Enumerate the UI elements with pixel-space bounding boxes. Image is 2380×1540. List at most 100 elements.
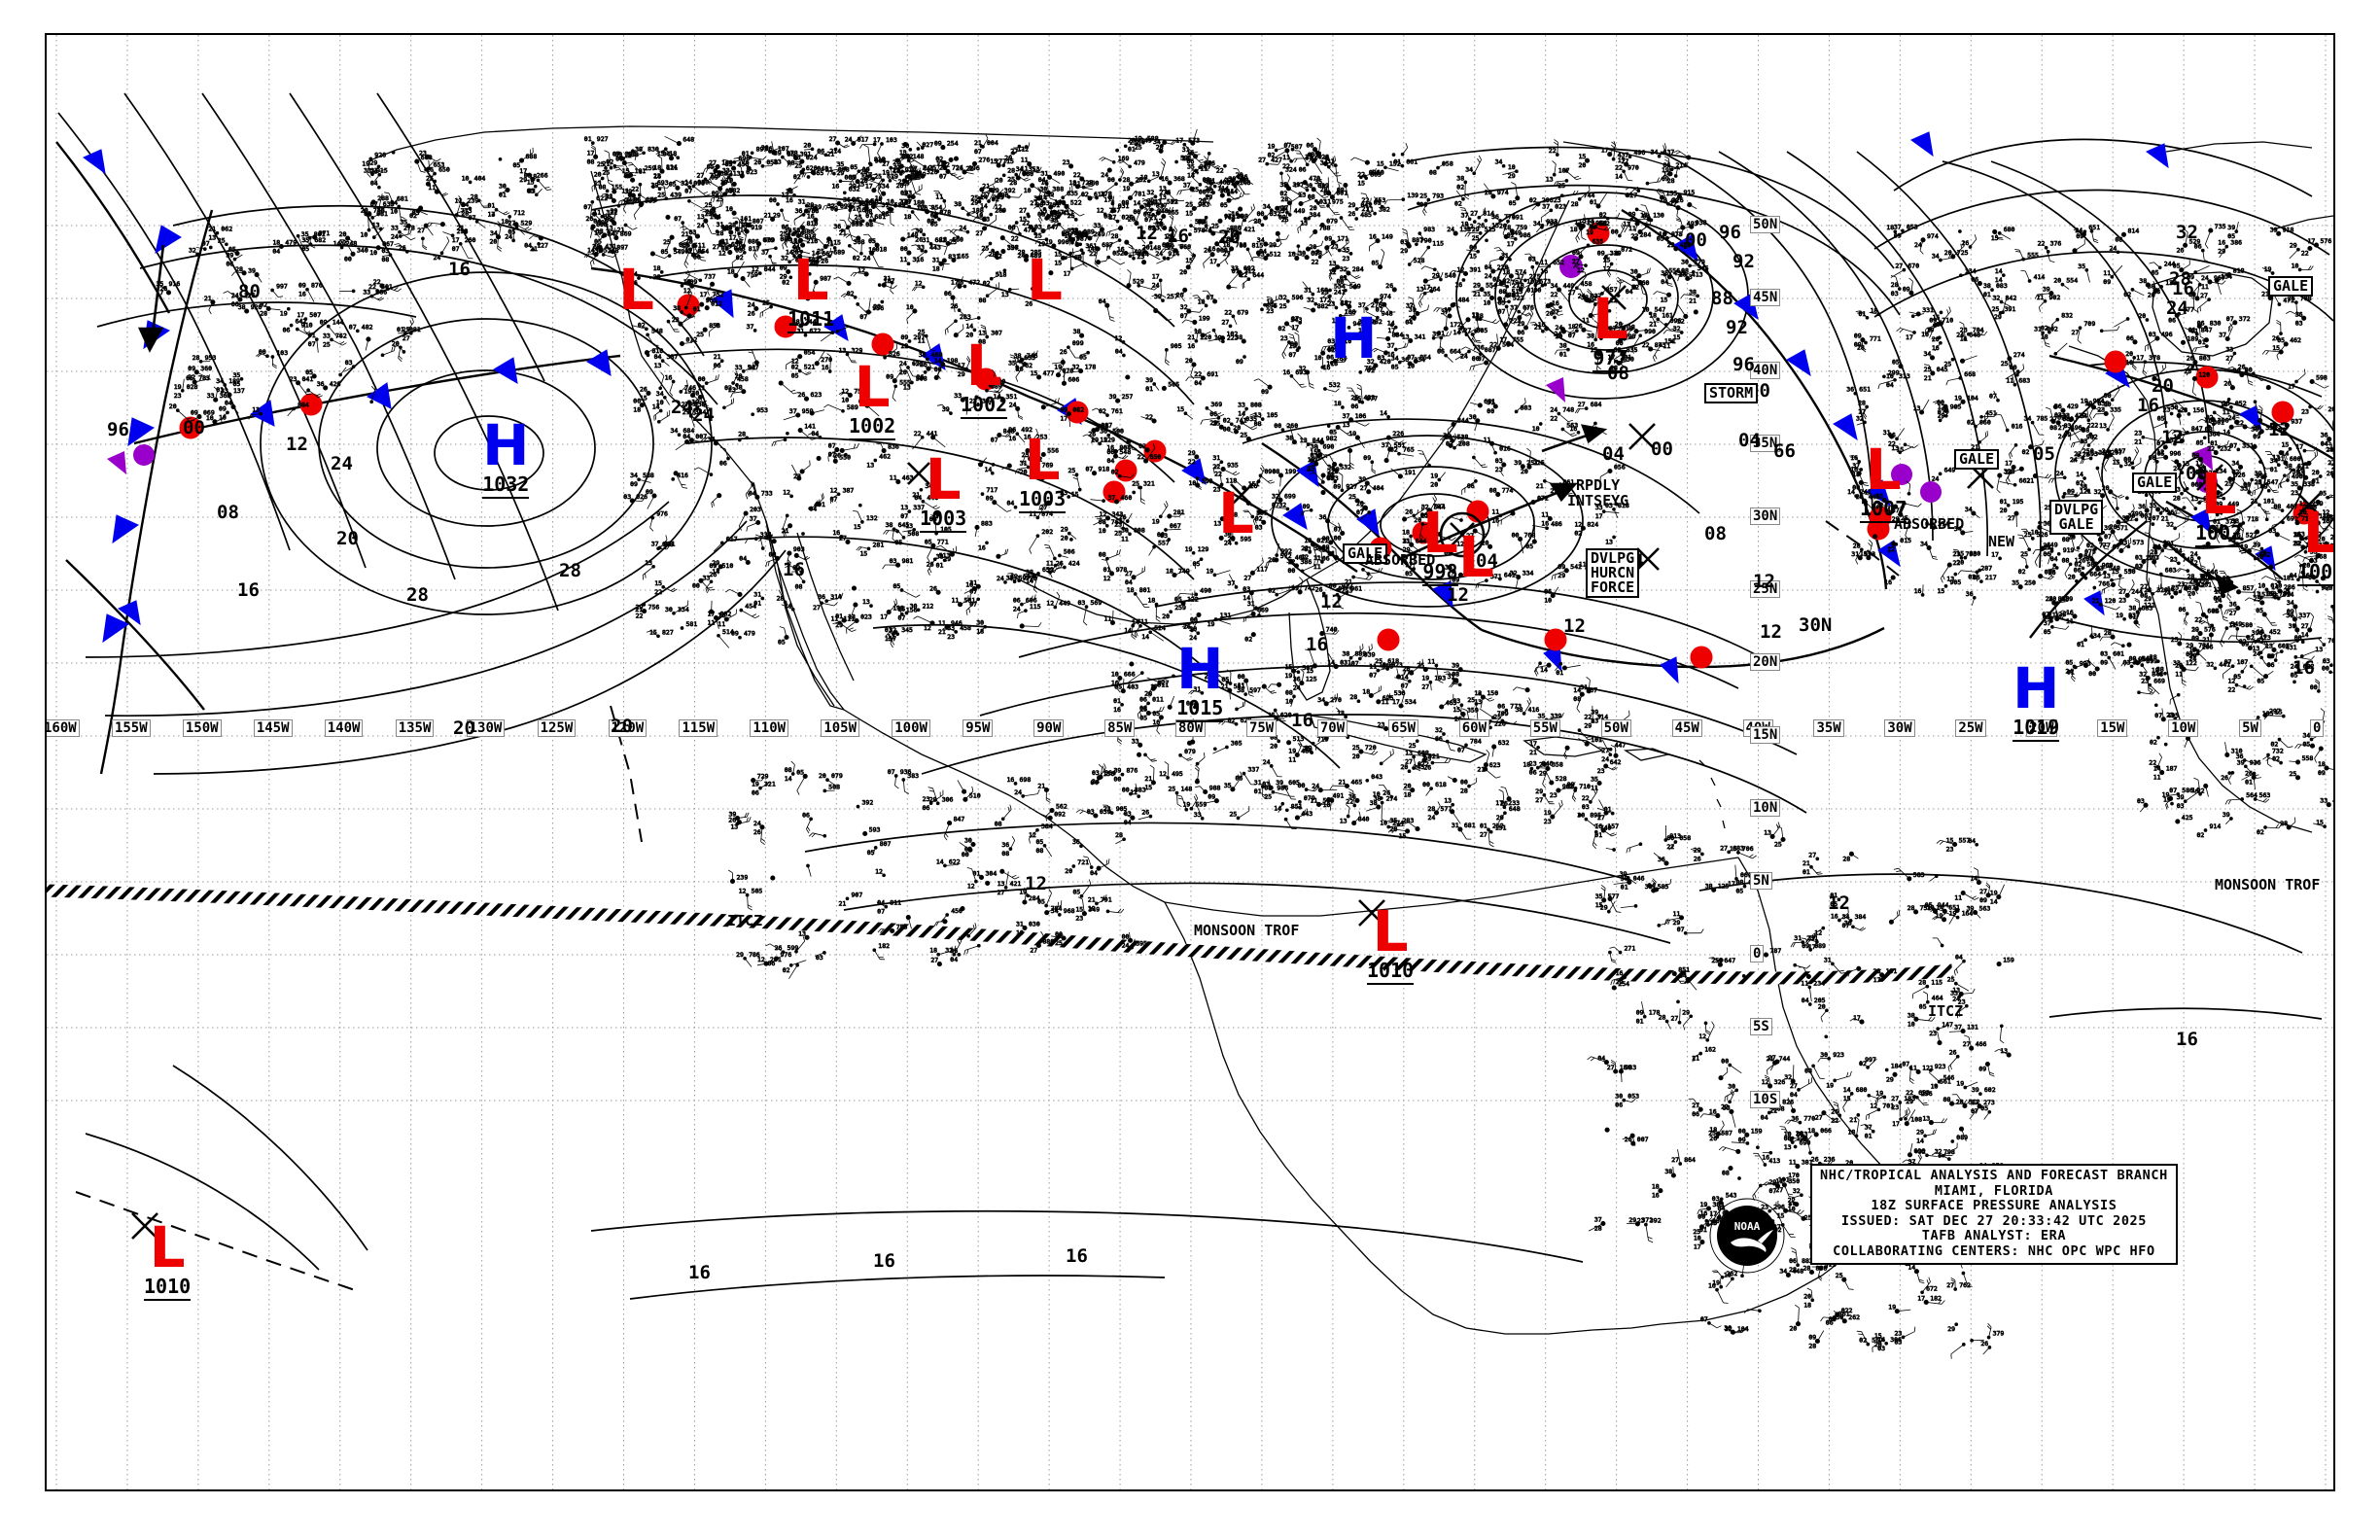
svg-text:11: 11	[888, 633, 895, 641]
svg-text:05: 05	[895, 539, 903, 546]
svg-text:384: 384	[1310, 211, 1321, 219]
low-symbol: L	[1592, 291, 1628, 347]
high-pressure-center: H 1019	[2012, 660, 2060, 742]
isobar-label: 28	[2169, 268, 2191, 290]
isobar-label: 30N	[1799, 614, 1832, 636]
svg-text:188: 188	[1472, 312, 1484, 320]
svg-text:17: 17	[1060, 415, 1068, 423]
svg-text:203: 203	[750, 506, 761, 513]
svg-text:06: 06	[817, 147, 824, 155]
svg-text:13: 13	[1491, 222, 1499, 229]
svg-text:15: 15	[1185, 210, 1193, 218]
central-pressure-label: 977	[1592, 346, 1628, 372]
svg-text:17: 17	[1152, 272, 1160, 280]
svg-text:12: 12	[924, 624, 931, 632]
svg-text:198: 198	[947, 357, 959, 365]
svg-text:35: 35	[1008, 359, 1016, 367]
isobar-label: 96	[1719, 222, 1741, 243]
low-symbol: L	[1422, 505, 1458, 561]
svg-text:39: 39	[1358, 475, 1366, 483]
svg-text:21: 21	[782, 527, 789, 535]
longitude-tick-label: 0	[2310, 719, 2325, 737]
svg-text:12: 12	[1466, 223, 1474, 230]
svg-text:26: 26	[1060, 348, 1068, 356]
svg-text:257: 257	[1167, 293, 1178, 300]
svg-text:17: 17	[951, 279, 959, 287]
isobar-label: 88	[1711, 288, 1733, 309]
svg-text:05: 05	[850, 163, 858, 171]
svg-text:36: 36	[795, 207, 803, 215]
svg-text:524: 524	[1154, 624, 1166, 632]
svg-text:18: 18	[976, 628, 984, 636]
svg-text:24: 24	[785, 602, 792, 610]
isobar-label: 12	[1320, 591, 1343, 612]
longitude-tick-label: 20W	[2026, 719, 2057, 737]
svg-text:20: 20	[753, 158, 761, 166]
svg-text:032: 032	[1270, 210, 1281, 218]
svg-text:24: 24	[1555, 331, 1562, 338]
svg-text:30: 30	[761, 144, 769, 152]
svg-text:956: 956	[872, 304, 884, 312]
svg-text:29: 29	[1518, 320, 1525, 328]
svg-text:26: 26	[1056, 560, 1064, 568]
svg-text:33: 33	[722, 167, 730, 175]
svg-text:460: 460	[1121, 494, 1133, 502]
svg-text:427: 427	[1271, 157, 1282, 164]
svg-text:896: 896	[1266, 301, 1278, 309]
svg-text:13: 13	[594, 180, 602, 188]
longitude-tick-label: 70W	[1316, 719, 1348, 737]
svg-text:02: 02	[736, 254, 744, 262]
svg-text:875: 875	[1671, 230, 1683, 238]
svg-text:07: 07	[939, 172, 947, 180]
svg-text:22: 22	[654, 588, 662, 596]
svg-text:29: 29	[1188, 449, 1196, 457]
svg-text:449: 449	[1059, 600, 1070, 608]
svg-text:09: 09	[986, 495, 994, 503]
svg-text:31: 31	[932, 256, 940, 263]
svg-text:570: 570	[1194, 227, 1206, 234]
svg-text:13: 13	[645, 559, 652, 567]
svg-text:970: 970	[1628, 163, 1639, 171]
svg-text:02: 02	[847, 290, 855, 298]
svg-text:690: 690	[739, 155, 751, 162]
svg-text:550: 550	[839, 453, 851, 461]
svg-text:23: 23	[1554, 196, 1561, 204]
svg-text:00: 00	[1288, 567, 1296, 575]
svg-text:14: 14	[712, 568, 719, 576]
svg-text:458: 458	[1581, 280, 1592, 288]
svg-text:32: 32	[827, 202, 835, 210]
svg-text:12: 12	[915, 279, 923, 287]
svg-text:01: 01	[1393, 158, 1401, 166]
svg-text:02: 02	[1138, 442, 1146, 450]
svg-text:10: 10	[875, 194, 883, 202]
svg-text:04: 04	[1125, 578, 1133, 586]
isobar-label: 08	[2331, 414, 2333, 436]
svg-text:24: 24	[863, 254, 871, 262]
svg-text:33: 33	[1231, 264, 1239, 272]
low-symbol: L	[2195, 466, 2242, 522]
troughs	[75, 520, 1900, 1292]
svg-text:341: 341	[1415, 332, 1426, 340]
svg-text:953: 953	[756, 406, 768, 414]
svg-text:01: 01	[1590, 198, 1597, 206]
svg-text:09: 09	[1303, 503, 1311, 510]
svg-text:25: 25	[1114, 530, 1122, 538]
isobar-label: 20	[336, 528, 359, 549]
svg-text:07: 07	[1289, 351, 1297, 359]
low-symbol: L	[144, 1219, 191, 1276]
svg-text:102: 102	[1227, 331, 1239, 338]
svg-text:574: 574	[1515, 268, 1526, 276]
svg-text:16: 16	[1208, 245, 1216, 253]
isobar-label: 28	[406, 584, 429, 606]
svg-text:16: 16	[978, 543, 986, 551]
svg-text:21: 21	[956, 164, 963, 172]
svg-text:34: 34	[1533, 220, 1541, 228]
svg-text:19: 19	[1135, 135, 1142, 143]
svg-text:34: 34	[1465, 165, 1473, 173]
svg-text:26: 26	[929, 584, 937, 592]
svg-text:26: 26	[1385, 282, 1393, 290]
svg-text:276: 276	[1160, 189, 1172, 196]
svg-text:27: 27	[697, 171, 705, 179]
svg-text:206: 206	[1542, 196, 1554, 204]
svg-text:02: 02	[684, 247, 692, 255]
